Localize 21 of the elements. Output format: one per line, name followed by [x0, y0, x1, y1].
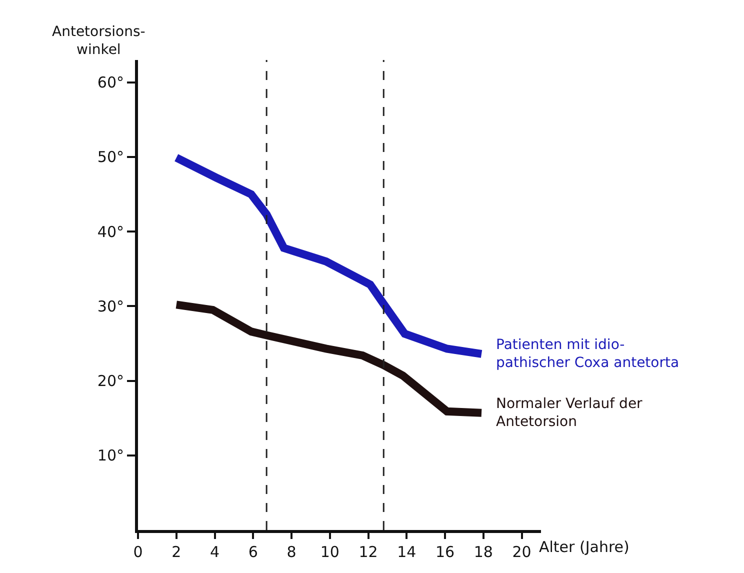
x-tick-label: 18 — [474, 543, 493, 561]
x-tick-label: 16 — [436, 543, 455, 561]
y-tick-label: 40° — [97, 222, 124, 241]
x-tick-label: 6 — [248, 543, 258, 561]
series-label: Patienten mit idio- pathischer Coxa antetorta — [496, 337, 680, 372]
x-tick-label: 14 — [397, 543, 416, 561]
y-tick-label: 20° — [97, 372, 124, 390]
x-tick-label: 10 — [320, 543, 340, 561]
series-label: Normaler Verlauf der Antetorsion — [496, 396, 643, 430]
y-tick-label: 60° — [97, 74, 124, 92]
y-tick-label: 10° — [97, 446, 124, 465]
x-tick-label: 8 — [286, 543, 296, 561]
y-tick-label: 50° — [97, 148, 124, 166]
x-tick-label: 20 — [512, 543, 532, 561]
y-axis-title: Antetorsions- winkel — [52, 24, 146, 58]
y-tick-label: 30° — [97, 297, 124, 316]
x-tick-label: 4 — [210, 543, 220, 561]
x-axis-title: Alter (Jahre) — [539, 538, 630, 556]
x-tick-label: 2 — [172, 543, 182, 561]
x-tick-label: 0 — [133, 543, 143, 561]
x-tick-label: 12 — [358, 543, 378, 561]
